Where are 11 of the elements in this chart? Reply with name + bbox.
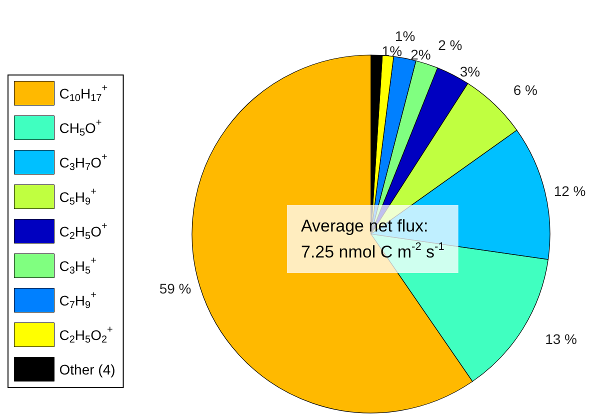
- legend-label: Other (4): [59, 361, 116, 378]
- data-label: 2 %: [438, 36, 462, 53]
- text: Average net flux:: [301, 216, 428, 236]
- data-label: 3%: [460, 63, 480, 80]
- data-label: 59 %: [159, 280, 192, 296]
- data-label: 2%: [410, 46, 431, 62]
- data-label: 12 %: [554, 182, 586, 199]
- data-label: 6 %: [513, 82, 538, 98]
- data-label: 13 %: [545, 330, 578, 347]
- data-label: 1%: [394, 28, 416, 44]
- data-label: 1%: [382, 43, 402, 60]
